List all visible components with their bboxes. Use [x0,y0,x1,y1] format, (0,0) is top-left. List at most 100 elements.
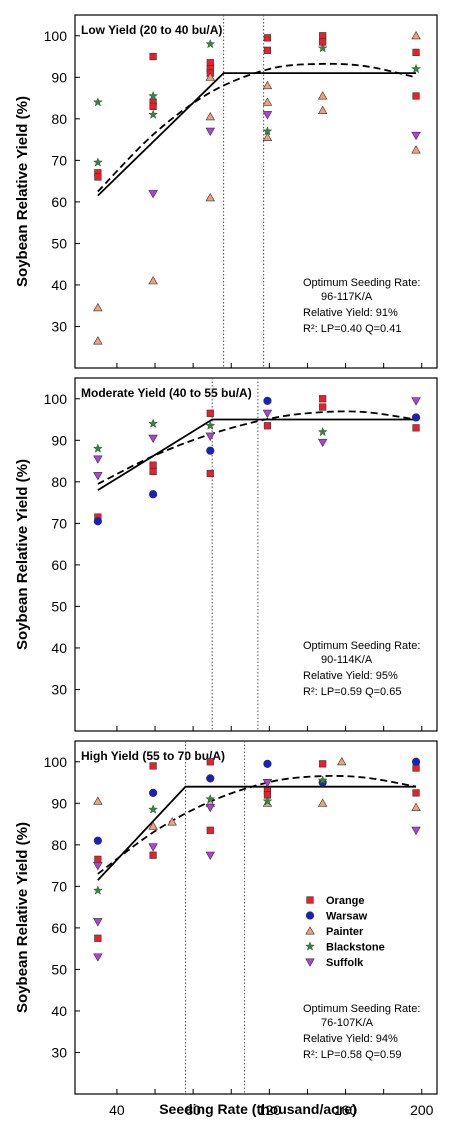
data-point-suffolk [148,843,158,852]
data-point-orange [319,395,327,403]
y-tick-label: 40 [51,640,67,656]
data-point-orange [319,760,327,768]
y-tick-label: 50 [51,598,67,614]
quadratic-curve [97,62,417,193]
data-point-suffolk [148,434,158,444]
y-tick-label: 50 [51,961,67,977]
panel-title: Low Yield (20 to 40 bu/A) [81,23,222,37]
data-point-orange [206,826,214,834]
data-point-warsaw [411,413,421,422]
data-point-painter [411,802,421,811]
data-point-orange [149,102,157,110]
data-point-blackstone [93,157,103,167]
data-point-suffolk [411,826,421,836]
y-tick-label: 60 [51,920,67,936]
series-suffolk [93,397,421,481]
y-tick-label: 30 [51,681,67,697]
data-point-warsaw [411,757,421,766]
y-tick-label: 90 [51,69,67,85]
data-point-blackstone [148,109,158,119]
y-tick-label: 40 [51,1003,67,1019]
chart-panel-3: 30 40 50 60 70 80 90 100 40 80 120 160 200 Soybean Re… [14,740,438,1118]
chart-panels: 30 40 50 60 70 80 90 100 40 80 120 160 200 Soybean Re… [14,14,438,1118]
annotation-line-2: 96-117K/A [321,291,373,303]
data-point-orange [319,32,327,40]
x-tick-label: 200 [410,1102,434,1118]
data-point-painter [317,91,328,100]
data-point-blackstone [205,794,216,804]
y-tick-label: 90 [51,432,67,448]
data-point-orange [412,789,420,797]
data-point-orange [149,52,157,61]
linear-plateau-line [97,785,417,881]
data-point-painter [167,817,177,826]
y-axis-title: Soybean Relative Yield (%) [14,822,31,1013]
data-point-painter [411,30,421,40]
data-point-orange [206,59,214,67]
data-point-warsaw [206,446,215,455]
data-point-suffolk [205,803,215,813]
x-axis-title: Seeding Rate (thousand/acre) [159,1101,357,1117]
y-tick-label: 70 [51,515,67,531]
data-point-warsaw [149,490,158,499]
data-point-blackstone [317,426,328,437]
annotation-line-3: Relative Yield: 95% [303,670,398,682]
data-point-orange [412,424,420,432]
plot-frame [74,377,438,732]
series-suffolk [148,111,421,199]
data-point-painter [148,275,158,285]
data-point-painter [337,756,347,766]
data-point-blackstone [317,43,328,53]
data-point-painter [93,302,103,312]
data-point-orange [149,762,157,770]
data-point-orange [149,851,157,859]
y-tick-label: 80 [51,111,67,127]
annotation-line-1: Optimum Seeding Rate: [303,640,420,652]
legend-marker-blackstone [305,941,315,951]
legend: Orange Warsaw Painter Blackstone Suffolk [305,895,385,969]
legend-label-suffolk: Suffolk [326,957,364,969]
data-point-blackstone [205,39,216,49]
data-point-blackstone [93,885,103,895]
data-point-painter [317,105,328,115]
data-point-painter [205,111,215,121]
y-tick-label: 70 [51,152,67,168]
data-point-warsaw [93,836,102,845]
panel-title: High Yield (55 to 70 bu/A) [81,749,225,763]
series-orange [94,395,420,521]
x-tick-label: 80 [185,1102,201,1118]
legend-label-warsaw: Warsaw [326,911,368,923]
data-point-orange [149,461,157,469]
annotation-line-4: R²: LP=0.58 Q=0.59 [303,1049,401,1061]
y-tick-label: 100 [44,28,68,44]
data-point-painter [205,72,215,81]
data-point-orange [319,403,327,411]
data-point-painter [148,821,158,830]
data-point-painter [262,132,273,142]
legend-label-painter: Painter [326,926,364,938]
series-blackstone [93,775,328,895]
y-tick-label: 90 [51,795,67,811]
annotation-line-4: R²: LP=0.59 Q=0.65 [303,686,401,698]
data-point-blackstone [148,804,158,814]
data-point-painter [93,336,103,345]
y-axis-title: Soybean Relative Yield (%) [14,459,31,650]
data-point-suffolk [411,131,421,141]
y-axis-title: Soybean Relative Yield (%) [14,96,31,287]
data-point-orange [206,758,214,766]
data-point-warsaw [206,774,215,783]
annotation-line-3: Relative Yield: 91% [303,307,398,319]
y-tick-label: 100 [44,754,68,770]
y-tick-label: 80 [51,474,67,490]
data-point-orange [149,467,157,476]
y-tick-label: 80 [51,837,67,853]
y-tick-label: 50 [51,235,67,251]
data-point-painter [262,80,273,90]
data-point-blackstone [262,126,273,136]
data-point-warsaw [263,759,272,768]
annotation-line-4: R²: LP=0.40 Q=0.41 [303,323,401,335]
panel-title: Moderate Yield (40 to 55 bu/A) [81,386,252,400]
linear-plateau-line [97,418,417,491]
x-tick-label: 40 [109,1102,125,1118]
